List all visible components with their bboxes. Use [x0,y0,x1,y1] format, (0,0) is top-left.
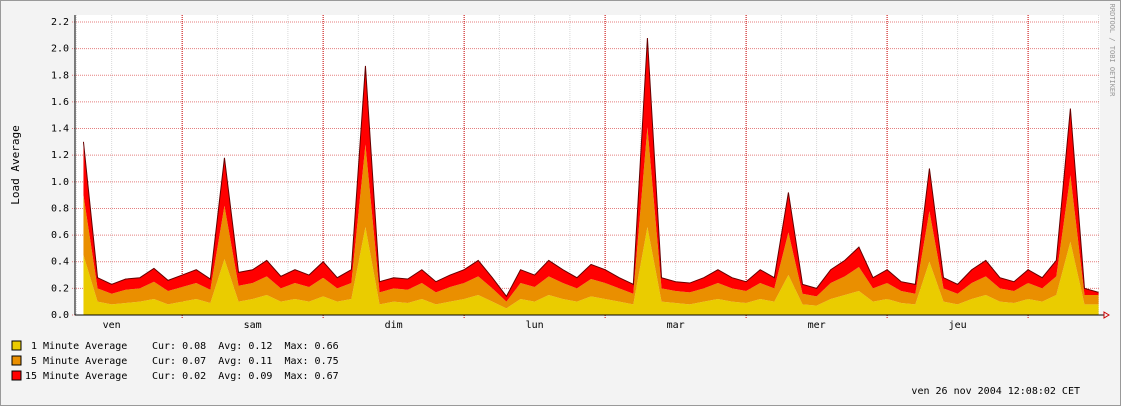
footer: ven 26 nov 2004 12:08:02 CET [911,386,1080,397]
watermark: RRDTOOL / TOBI OETIKER [1108,4,1116,98]
y-tick-label: 0.0 [51,310,69,321]
legend-stats: Cur: 0.02 Avg: 0.09 Max: 0.67 [152,371,339,382]
y-tick-label: 1.6 [51,97,69,108]
x-tick-label: mar [667,320,685,331]
y-tick-label: 0.4 [51,257,69,268]
x-tick-label: dim [385,320,403,331]
y-tick-label: 0.2 [51,283,69,294]
legend-swatch [11,340,22,351]
y-tick-label: 1.4 [51,124,69,135]
area [83,37,1099,302]
x-tick-label: sam [244,320,262,331]
y-tick-label: 1.8 [51,70,69,81]
y-tick-label: 2.2 [51,17,69,28]
x-tick-label: jeu [949,320,967,331]
x-tick-label: lun [526,320,544,331]
y-tick-label: 2.0 [51,44,69,55]
legend-label: 1 Minute Average [31,341,127,352]
x-arrow [1103,311,1110,319]
y-tick-label: 0.6 [51,230,69,241]
y-tick-label: 1.0 [51,177,69,188]
legend-label: 15 Minute Average [25,371,127,382]
y-tick-label: 0.8 [51,203,69,214]
outline [82,37,1099,298]
x-tick-label: mer [808,320,826,331]
area [83,227,1099,315]
legend-swatch [11,355,22,366]
area [83,127,1099,309]
x-tick-label: ven [103,320,121,331]
y-axis-label: Load Average [9,125,22,204]
legend-label: 5 Minute Average [31,356,127,367]
legend-stats: Cur: 0.07 Avg: 0.11 Max: 0.75 [152,356,339,367]
legend-swatch [11,370,22,381]
legend-stats: Cur: 0.08 Avg: 0.12 Max: 0.66 [152,341,339,352]
y-tick-label: 1.2 [51,150,69,161]
